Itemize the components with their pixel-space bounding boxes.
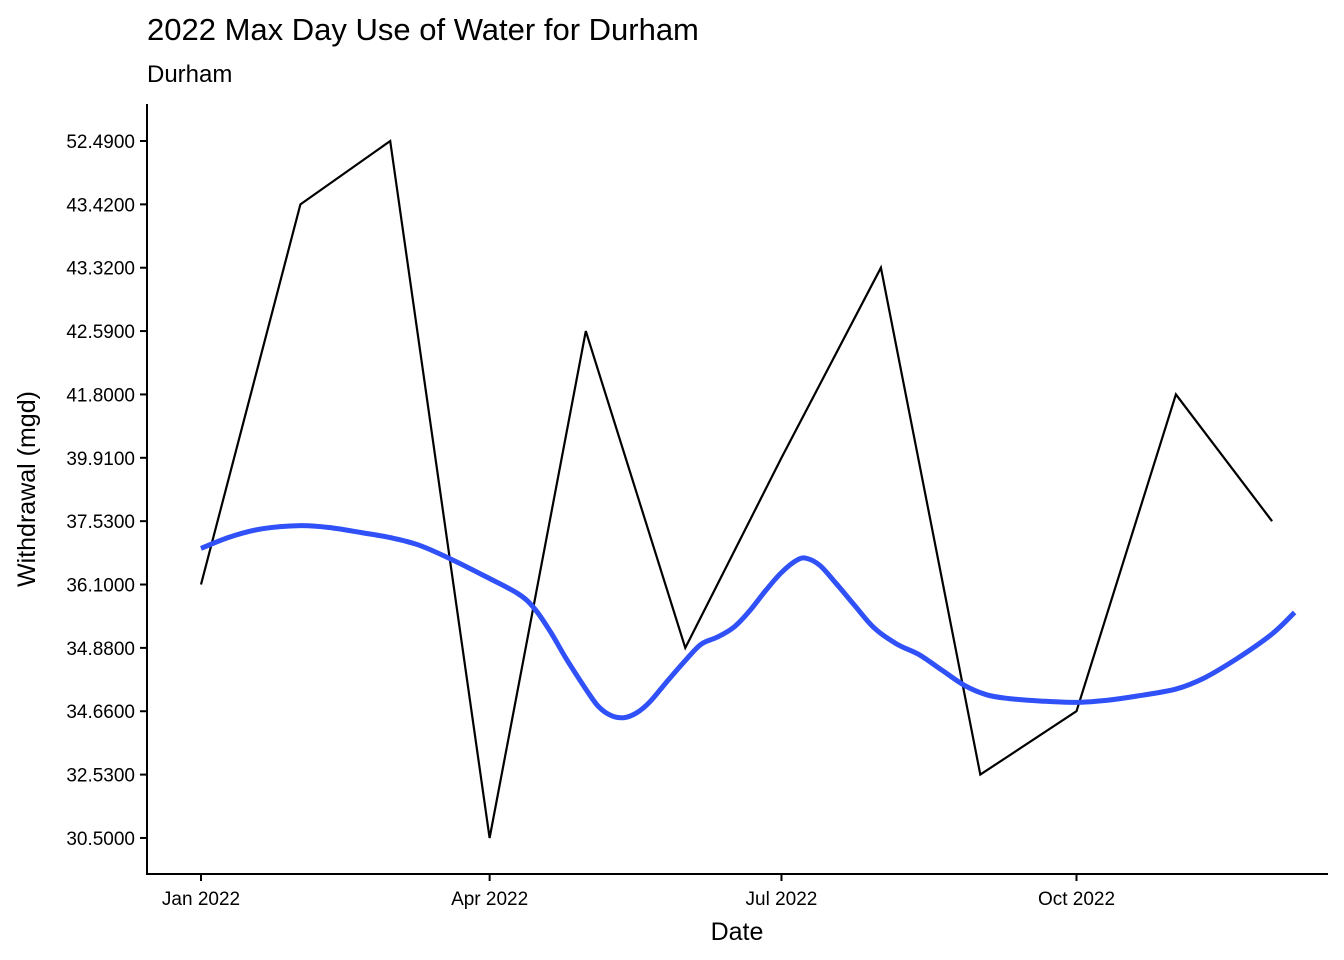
y-tick-label: 39.9100 xyxy=(66,449,135,470)
y-tick-label: 43.4200 xyxy=(66,195,135,216)
x-tick-label: Apr 2022 xyxy=(451,889,528,910)
y-axis-ticks: 30.5000 32.5300 34.6600 34.8800 36.1000 37.53… xyxy=(66,132,147,850)
y-tick-label: 41.8000 xyxy=(66,385,135,406)
y-tick-label: 42.5900 xyxy=(66,322,135,343)
y-tick-label: 32.5300 xyxy=(66,766,135,787)
x-tick-label: Jan 2022 xyxy=(162,889,240,910)
chart-subtitle: Durham xyxy=(147,61,232,88)
withdrawal-series-line xyxy=(199,139,1273,839)
y-tick-label: 34.6600 xyxy=(66,702,135,723)
y-tick-label: 37.5300 xyxy=(66,512,135,533)
y-tick-label: 43.3200 xyxy=(66,259,135,280)
chart-title: 2022 Max Day Use of Water for Durham xyxy=(147,12,699,47)
y-tick-label: 34.8800 xyxy=(66,639,135,660)
y-axis-title: Withdrawal (mgd) xyxy=(13,391,41,587)
smoothed-trend-line xyxy=(200,523,1297,721)
y-tick-label: 30.5000 xyxy=(66,829,135,850)
y-tick-label: 52.4900 xyxy=(66,132,135,153)
y-tick-label: 36.1000 xyxy=(66,576,135,597)
x-tick-label: Jul 2022 xyxy=(746,889,818,910)
series-group xyxy=(199,139,1297,839)
x-axis-title: Date xyxy=(711,918,764,946)
x-tick-label: Oct 2022 xyxy=(1038,889,1115,910)
x-axis-ticks: Jan 2022 Apr 2022 Jul 2022 Oct 2022 xyxy=(162,874,1115,910)
